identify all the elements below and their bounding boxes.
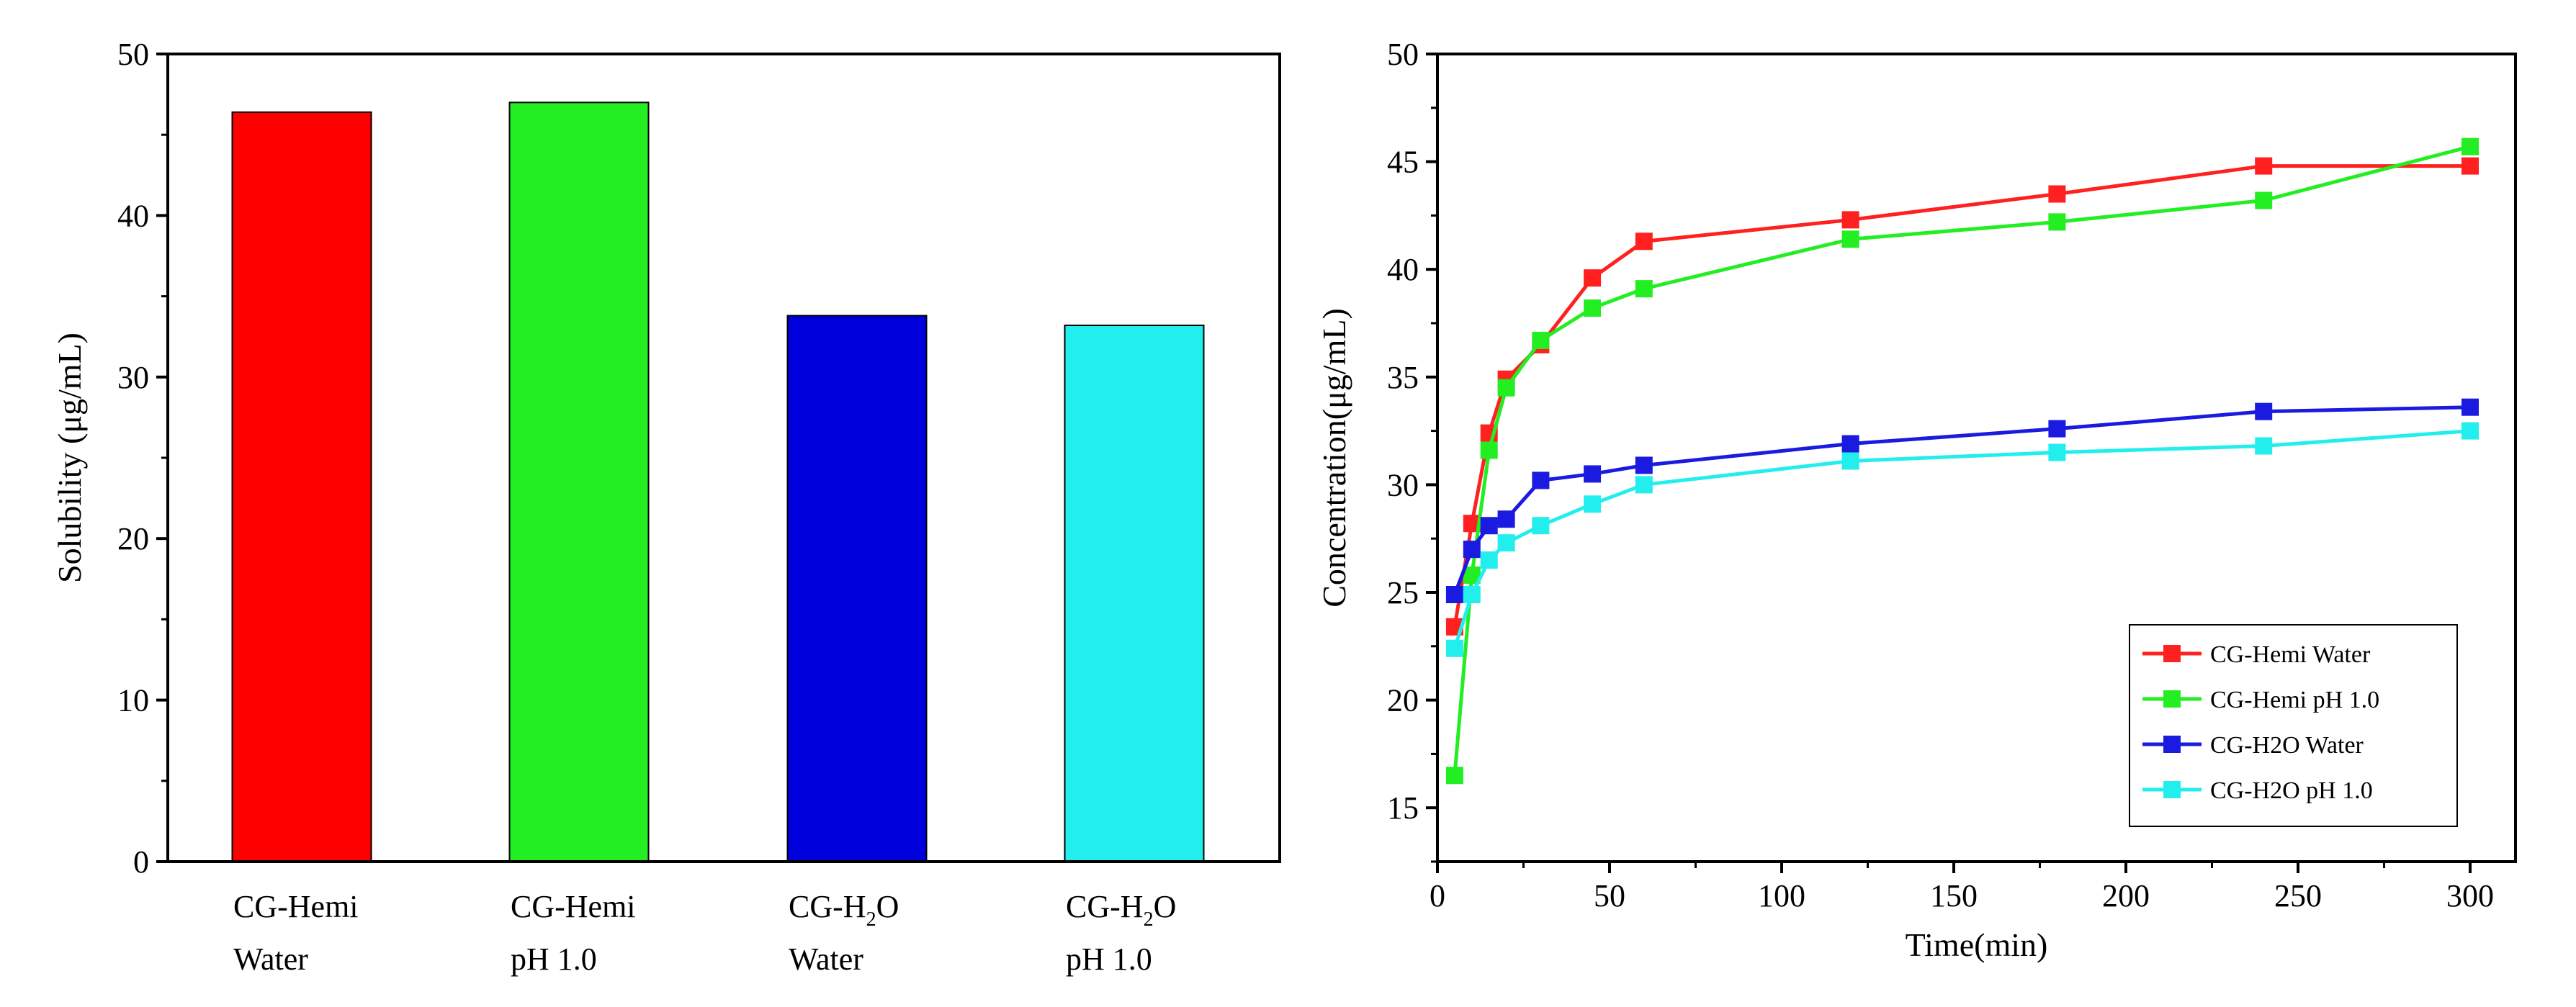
category-subscript: 2 [866, 908, 876, 931]
series-3-marker [1841, 435, 1859, 453]
bar-y-tick-label: 40 [117, 198, 149, 233]
bar-category-label-line2: Water [233, 941, 308, 977]
series-4-marker [2255, 437, 2273, 455]
series-2-marker [1841, 230, 1859, 248]
legend-label: CG-H2O pH 1.0 [2210, 777, 2373, 804]
series-2-marker [1480, 441, 1498, 459]
series-1-marker [1841, 211, 1859, 229]
line-x-tick-label: 150 [1930, 878, 1978, 913]
series-4-marker [2048, 443, 2066, 461]
bar-category-label-line1: CG-Hemi [511, 889, 636, 924]
category-tail: O [1154, 889, 1177, 924]
category-text: CG-H [1066, 889, 1144, 924]
legend-swatch-marker [2163, 645, 2181, 662]
series-3-marker [2048, 420, 2066, 438]
line-x-tick-label: 300 [2446, 878, 2494, 913]
bar-y-tick-label: 20 [117, 521, 149, 556]
series-3-marker [2461, 398, 2479, 416]
series-3-marker [1497, 510, 1515, 528]
series-2-marker [1497, 379, 1515, 397]
series-2-marker [1635, 280, 1653, 298]
legend-label: CG-H2O Water [2210, 732, 2364, 759]
bar-category-label-line2: pH 1.0 [1066, 941, 1152, 977]
series-2-marker [2048, 213, 2066, 231]
series-line-3 [1453, 405, 2471, 595]
line-y-tick-label: 15 [1387, 790, 1419, 826]
series-1-marker [2461, 157, 2479, 175]
bar-chart: 0 10 20 30 40 50 Solubility (μg/mL) CG-Hemi Wate… [51, 37, 1281, 977]
series-2-marker [1445, 767, 1463, 785]
line-y-tick-label: 35 [1387, 360, 1419, 395]
legend-swatch-marker [2163, 781, 2181, 798]
series-4-marker [1445, 639, 1463, 657]
series-3-marker [1532, 471, 1550, 489]
series-line-1 [1453, 164, 2470, 628]
bar-category-label-line2: Water [789, 941, 863, 977]
legend-label: CG-Hemi Water [2210, 641, 2371, 668]
line-x-tick-label: 200 [2102, 878, 2150, 913]
line-y-tick-label: 25 [1387, 575, 1419, 610]
line-y-tick-label: 45 [1387, 145, 1419, 180]
line-y-axis-label: Concentration(μg/mL) [1316, 308, 1352, 608]
series-4-marker [1841, 452, 1859, 470]
series-2-marker [2255, 191, 2273, 209]
category-text: CG-Hemi [511, 889, 636, 924]
series-4-marker [1584, 495, 1602, 513]
line-chart: 0 50 100 150 200 250 300 15 20 25 30 35 40 45 50 Time(m… [1316, 37, 2517, 963]
series-1-marker [2048, 185, 2066, 203]
bar-y-tick-label: 30 [117, 360, 149, 395]
bar-1 [231, 111, 372, 862]
line-x-axis-label: Time(min) [1906, 926, 2048, 963]
category-text: CG-Hemi [233, 889, 359, 924]
series-4-marker [2461, 422, 2479, 440]
line-y-tick-label: 50 [1387, 37, 1419, 72]
series-3-marker [1584, 465, 1602, 483]
bar-category-label-line1: CG-Hemi [233, 889, 359, 924]
category-subscript: 2 [1144, 908, 1154, 931]
bar-y-tick-label: 50 [117, 37, 149, 72]
bar-y-axis-label: Solubility (μg/mL) [51, 333, 88, 583]
bar-category-label-line1: CG-H2O [1066, 889, 1176, 931]
series-line-4 [1453, 429, 2471, 649]
legend-box [2129, 624, 2458, 827]
series-4-marker [1480, 551, 1498, 569]
series-4-marker [1497, 534, 1515, 552]
bar-2 [508, 101, 650, 863]
bar-category-label-line2: pH 1.0 [511, 941, 597, 977]
line-x-tick-label: 0 [1430, 878, 1445, 913]
series-3-marker [1635, 456, 1653, 474]
category-tail: O [876, 889, 899, 924]
series-1-marker [1584, 269, 1602, 287]
line-plot-frame [1436, 53, 2517, 863]
bar-4 [1064, 324, 1205, 862]
series-3-marker [1463, 541, 1481, 559]
bar-category-label-line1: CG-H2O [789, 889, 899, 931]
series-2-marker [1584, 299, 1602, 317]
series-2-marker [2461, 137, 2479, 155]
series-2-marker [1532, 331, 1550, 349]
line-y-tick-label: 40 [1387, 252, 1419, 287]
line-x-tick-label: 100 [1758, 878, 1805, 913]
series-3-marker [1445, 585, 1463, 603]
series-1-marker [2255, 157, 2273, 175]
bar-y-tick-label: 0 [133, 844, 149, 880]
category-text: CG-H [789, 889, 866, 924]
series-4-marker [1463, 585, 1481, 603]
line-y-tick-label: 20 [1387, 683, 1419, 718]
bar-3 [786, 315, 928, 862]
series-4-marker [1635, 476, 1653, 494]
legend-label: CG-Hemi pH 1.0 [2210, 687, 2379, 713]
legend-swatch-marker [2163, 736, 2181, 753]
legend-swatch-marker [2163, 690, 2181, 708]
series-4-marker [1532, 517, 1550, 535]
bar-y-tick-label: 10 [117, 683, 149, 718]
series-1-marker [1635, 232, 1653, 250]
line-x-tick-label: 250 [2274, 878, 2322, 913]
series-3-marker [2255, 402, 2273, 420]
line-y-tick-label: 30 [1387, 467, 1419, 502]
line-x-tick-label: 50 [1594, 878, 1625, 913]
series-3-marker [1480, 517, 1498, 535]
